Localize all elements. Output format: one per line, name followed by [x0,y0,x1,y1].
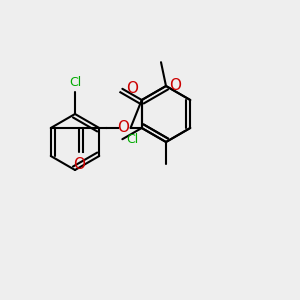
Text: Cl: Cl [126,133,139,146]
Text: O: O [118,121,130,136]
Text: O: O [73,157,85,172]
Text: Cl: Cl [69,76,81,88]
Text: O: O [169,79,181,94]
Text: O: O [126,81,138,96]
